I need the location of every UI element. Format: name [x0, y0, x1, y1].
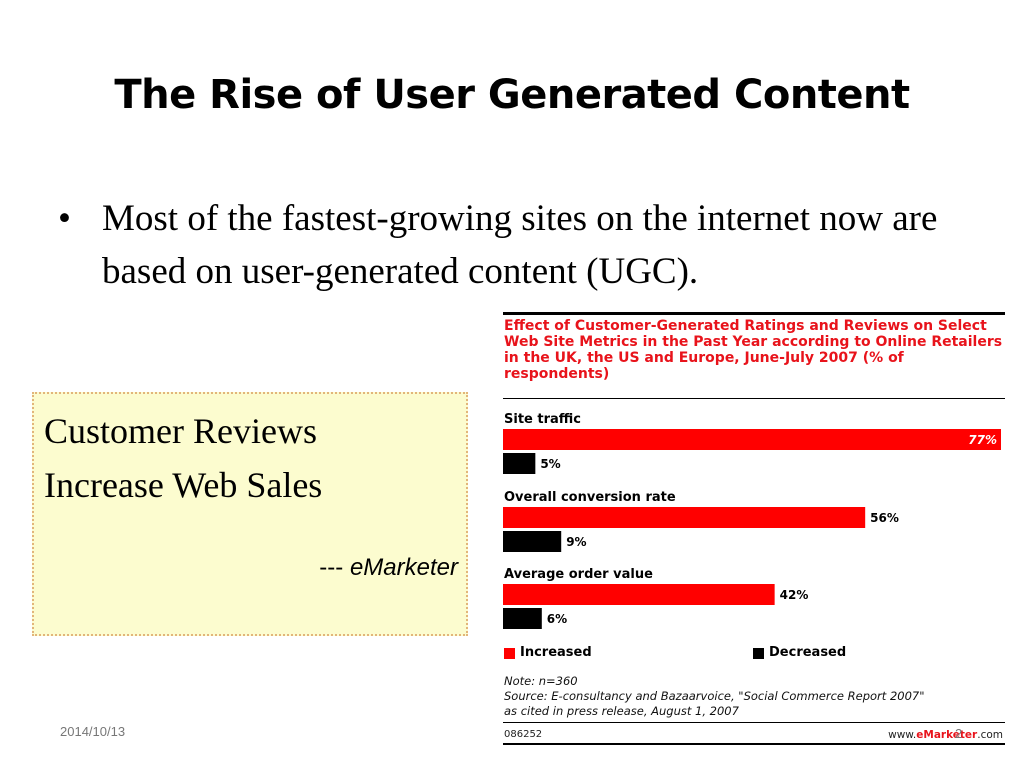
chart-cited-line: as cited in press release, August 1, 200… — [504, 704, 739, 718]
chart-note-line: Note: n=360 — [504, 674, 578, 688]
category-label: Overall conversion rate — [504, 490, 676, 505]
chart-id: 086252 — [504, 729, 543, 740]
bullet-text: Most of the fastest-growing sites on the… — [102, 198, 938, 292]
brand-prefix: www. — [888, 729, 917, 741]
bar-value-label: 56% — [870, 511, 899, 525]
category-label: Site traffic — [504, 412, 581, 427]
brand-suffix: .com — [977, 729, 1003, 741]
quote-attribution: --- eMarketer — [319, 554, 458, 582]
quote-text: Customer Reviews Increase Web Sales — [44, 404, 464, 512]
bar-decreased — [503, 608, 542, 629]
chart-footer-rule — [503, 722, 1005, 723]
chart-title-rule — [503, 398, 1005, 399]
legend-label-increased: Increased — [520, 645, 592, 660]
bar-decreased — [503, 453, 536, 474]
quote-line-2: Increase Web Sales — [44, 465, 323, 505]
legend-swatch-increased — [504, 648, 515, 659]
bar-value-label: 6% — [547, 612, 567, 626]
footer-date: 2014/10/13 — [60, 724, 126, 739]
bullet-symbol: • — [58, 198, 71, 239]
bullet-point: • Most of the fastest-growing sites on t… — [58, 192, 938, 298]
quote-line-1: Customer Reviews — [44, 411, 317, 451]
legend-swatch-decreased — [753, 648, 764, 659]
brand-url: www.eMarketer.com — [888, 729, 1003, 741]
bar-value-label: 5% — [540, 457, 560, 471]
chart-title: Effect of Customer-Generated Ratings and… — [504, 318, 1003, 382]
chart-plot: Site traffic 77% 5% Overall conversion rate… — [503, 412, 1001, 629]
legend-label-decreased: Decreased — [769, 645, 847, 660]
chart-bottom-rule — [503, 743, 1005, 745]
chart-note: Note: n=360 Source: E-consultancy and Ba… — [504, 674, 925, 719]
chart-top-rule — [503, 312, 1005, 315]
bar-value-label: 9% — [566, 535, 586, 549]
bar-increased — [503, 584, 775, 605]
quote-box: Customer Reviews Increase Web Sales --- … — [32, 392, 468, 636]
bar-increased — [503, 507, 866, 528]
page-number: 2 — [955, 726, 963, 741]
quote-attr-prefix: --- — [319, 554, 350, 581]
bar-value-label: 77% — [968, 433, 997, 447]
slide-title: The Rise of User Generated Content — [114, 72, 910, 118]
brand-name: eMarketer — [916, 729, 978, 741]
chart-source-line: Source: E-consultancy and Bazaarvoice, "… — [504, 689, 925, 703]
category-label: Average order value — [504, 567, 653, 582]
emarketer-chart: Effect of Customer-Generated Ratings and… — [503, 312, 1005, 745]
quote-attr-source: eMarketer — [349, 554, 458, 581]
bar-value-label: 42% — [780, 588, 809, 602]
bar-increased — [503, 429, 1001, 450]
bar-decreased — [503, 531, 562, 552]
